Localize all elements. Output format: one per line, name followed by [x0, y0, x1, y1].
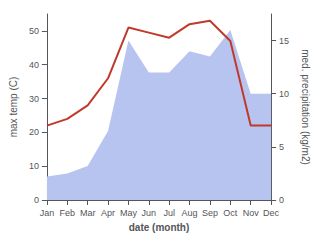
svg-text:15: 15 — [279, 36, 289, 46]
svg-text:20: 20 — [29, 127, 39, 137]
svg-text:30: 30 — [29, 94, 39, 104]
svg-text:Oct: Oct — [223, 208, 238, 218]
svg-text:Jul: Jul — [163, 208, 175, 218]
svg-text:50: 50 — [29, 26, 39, 36]
svg-text:Mar: Mar — [80, 208, 96, 218]
svg-text:Feb: Feb — [60, 208, 76, 218]
svg-text:Jan: Jan — [40, 208, 55, 218]
svg-text:Aug: Aug — [182, 208, 198, 218]
svg-text:Jun: Jun — [142, 208, 157, 218]
svg-text:10: 10 — [279, 89, 289, 99]
svg-text:10: 10 — [29, 161, 39, 171]
svg-text:Apr: Apr — [101, 208, 115, 218]
svg-text:5: 5 — [279, 142, 284, 152]
svg-text:May: May — [120, 208, 138, 218]
svg-text:0: 0 — [34, 195, 39, 205]
svg-text:Nov: Nov — [243, 208, 260, 218]
svg-text:med. precipitation (kg/m2): med. precipitation (kg/m2) — [300, 49, 311, 165]
svg-text:0: 0 — [279, 195, 284, 205]
svg-text:date (month): date (month) — [129, 222, 190, 233]
svg-text:Sep: Sep — [202, 208, 218, 218]
svg-text:40: 40 — [29, 60, 39, 70]
svg-text:max temp (C): max temp (C) — [8, 77, 19, 138]
svg-text:Dec: Dec — [263, 208, 280, 218]
